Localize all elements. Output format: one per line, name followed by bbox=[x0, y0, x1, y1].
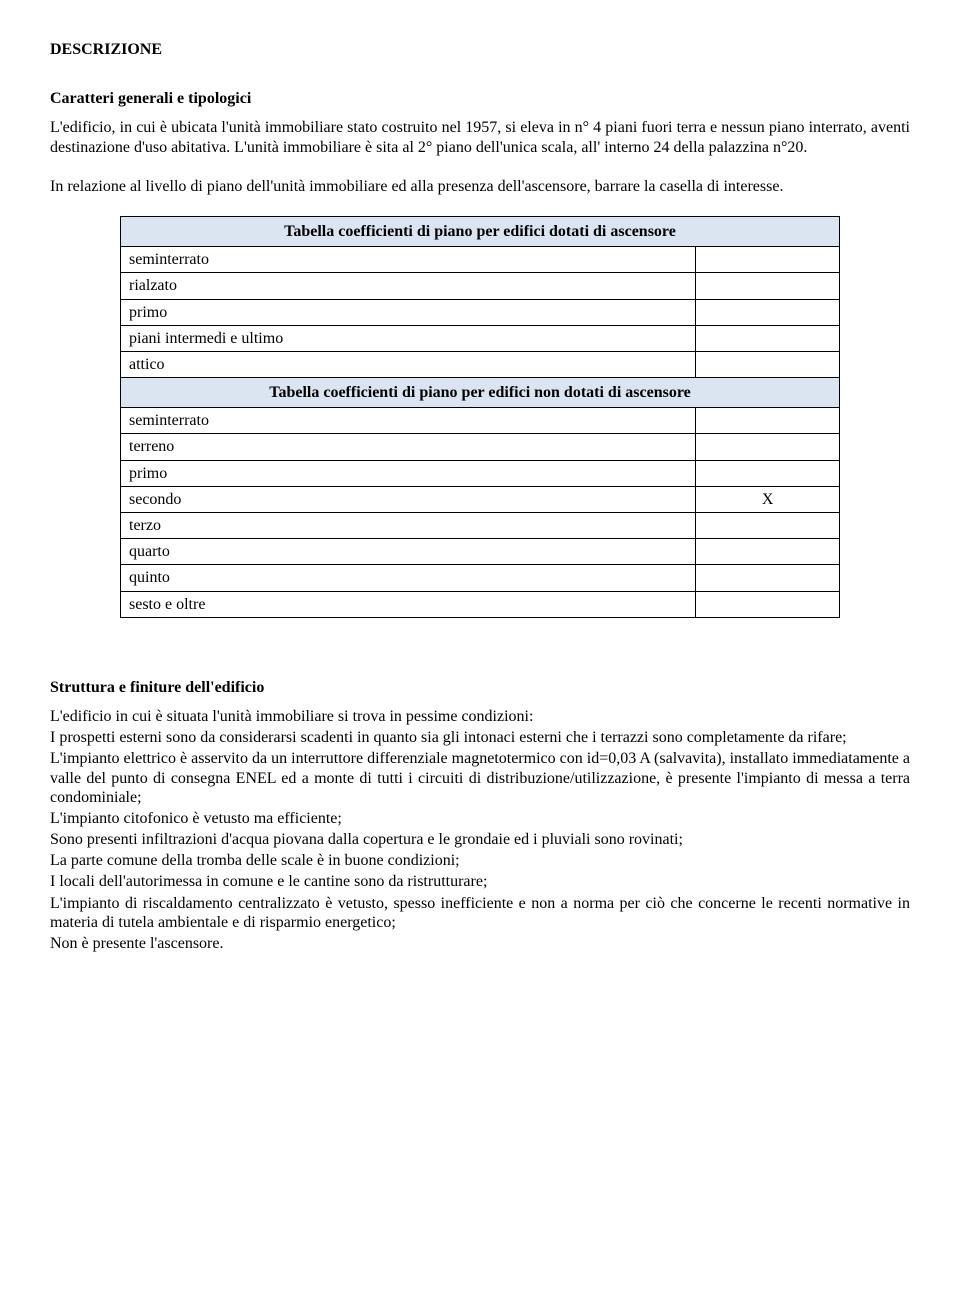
table-row: terreno bbox=[121, 434, 840, 460]
row-value bbox=[696, 408, 840, 434]
finiture-line: L'edificio in cui è situata l'unità immo… bbox=[50, 707, 910, 726]
row-label: piani intermedi e ultimo bbox=[121, 325, 696, 351]
row-label: seminterrato bbox=[121, 408, 696, 434]
table-row: secondoX bbox=[121, 486, 840, 512]
table-row: piani intermedi e ultimo bbox=[121, 325, 840, 351]
row-value bbox=[696, 565, 840, 591]
subheading-struttura: Struttura e finiture dell'edificio bbox=[50, 678, 910, 697]
row-label: primo bbox=[121, 299, 696, 325]
row-label: sesto e oltre bbox=[121, 591, 696, 617]
row-value bbox=[696, 513, 840, 539]
row-label: rialzato bbox=[121, 273, 696, 299]
finiture-line: Non è presente l'ascensore. bbox=[50, 934, 910, 953]
coefficients-table: Tabella coefficienti di piano per edific… bbox=[120, 216, 840, 618]
table-row: seminterrato bbox=[121, 408, 840, 434]
finiture-line: L'impianto di riscaldamento centralizzat… bbox=[50, 894, 910, 932]
table-row: primo bbox=[121, 299, 840, 325]
row-value bbox=[696, 325, 840, 351]
finiture-line: Sono presenti infiltrazioni d'acqua piov… bbox=[50, 830, 910, 849]
table-header-1: Tabella coefficienti di piano per edific… bbox=[121, 216, 840, 246]
row-label: quarto bbox=[121, 539, 696, 565]
table-row: seminterrato bbox=[121, 247, 840, 273]
table-row: quarto bbox=[121, 539, 840, 565]
finiture-line: L'impianto elettrico è asservito da un i… bbox=[50, 749, 910, 807]
row-label: seminterrato bbox=[121, 247, 696, 273]
finiture-line: I locali dell'autorimessa in comune e le… bbox=[50, 872, 910, 891]
table-row: terzo bbox=[121, 513, 840, 539]
paragraph-intro-1: L'edificio, in cui è ubicata l'unità imm… bbox=[50, 118, 910, 156]
table-header-row-2: Tabella coefficienti di piano per edific… bbox=[121, 378, 840, 408]
finiture-line: L'impianto citofonico è vetusto ma effic… bbox=[50, 809, 910, 828]
finiture-block: L'edificio in cui è situata l'unità immo… bbox=[50, 707, 910, 953]
table-row: attico bbox=[121, 351, 840, 377]
row-value bbox=[696, 460, 840, 486]
finiture-line: I prospetti esterni sono da considerarsi… bbox=[50, 728, 910, 747]
table-row: sesto e oltre bbox=[121, 591, 840, 617]
row-value: X bbox=[696, 486, 840, 512]
table-row: rialzato bbox=[121, 273, 840, 299]
row-value bbox=[696, 434, 840, 460]
row-label: attico bbox=[121, 351, 696, 377]
row-value bbox=[696, 273, 840, 299]
row-label: primo bbox=[121, 460, 696, 486]
finiture-line: La parte comune della tromba delle scale… bbox=[50, 851, 910, 870]
row-value bbox=[696, 247, 840, 273]
row-value bbox=[696, 351, 840, 377]
table-row: quinto bbox=[121, 565, 840, 591]
row-value bbox=[696, 299, 840, 325]
row-label: quinto bbox=[121, 565, 696, 591]
page-heading: DESCRIZIONE bbox=[50, 40, 910, 59]
paragraph-intro-2: In relazione al livello di piano dell'un… bbox=[50, 177, 910, 196]
subheading-caratteri: Caratteri generali e tipologici bbox=[50, 89, 910, 108]
table-header-2: Tabella coefficienti di piano per edific… bbox=[121, 378, 840, 408]
row-label: terreno bbox=[121, 434, 696, 460]
row-label: secondo bbox=[121, 486, 696, 512]
table-header-row-1: Tabella coefficienti di piano per edific… bbox=[121, 216, 840, 246]
row-value bbox=[696, 539, 840, 565]
row-label: terzo bbox=[121, 513, 696, 539]
table-row: primo bbox=[121, 460, 840, 486]
row-value bbox=[696, 591, 840, 617]
